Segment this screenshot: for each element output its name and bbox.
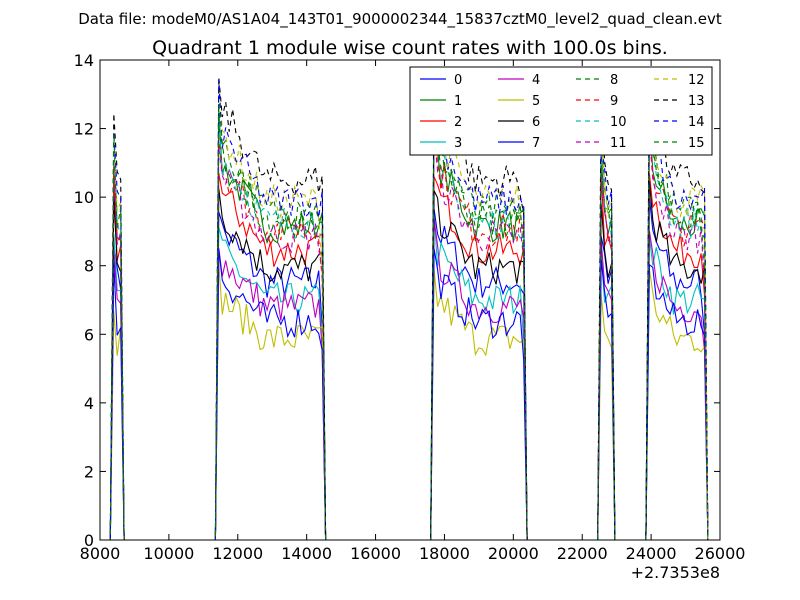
legend-label-5: 5 bbox=[532, 94, 540, 109]
legend-label-9: 9 bbox=[610, 94, 618, 109]
series-line-2 bbox=[106, 172, 714, 541]
legend-label-6: 6 bbox=[532, 115, 540, 130]
series-line-7 bbox=[106, 248, 714, 541]
x-offset-label: +2.7353e8 bbox=[631, 563, 720, 582]
y-tick-label: 6 bbox=[84, 325, 94, 344]
series-line-9 bbox=[106, 128, 714, 541]
plot-frame bbox=[99, 59, 721, 541]
legend-label-11: 11 bbox=[610, 136, 627, 151]
series-line-10 bbox=[106, 107, 714, 541]
series-line-3 bbox=[106, 214, 714, 541]
legend-label-4: 4 bbox=[532, 73, 540, 88]
legend-label-12: 12 bbox=[688, 73, 705, 88]
legend-label-2: 2 bbox=[454, 115, 462, 130]
series-line-8 bbox=[106, 100, 714, 541]
series-line-4 bbox=[106, 219, 714, 541]
x-tick-label: 26000 bbox=[695, 544, 746, 563]
x-tick-label: 22000 bbox=[557, 544, 608, 563]
series-line-12 bbox=[106, 78, 714, 541]
legend-label-7: 7 bbox=[532, 136, 540, 151]
x-tick-label: 14000 bbox=[281, 544, 332, 563]
series-line-0 bbox=[106, 197, 714, 541]
data-file-label: Data file: modeM0/AS1A04_143T01_90000023… bbox=[78, 10, 722, 29]
x-tick-label: 16000 bbox=[350, 544, 401, 563]
legend-label-15: 15 bbox=[688, 136, 705, 151]
y-tick-label: 2 bbox=[84, 462, 94, 481]
y-tick-label: 4 bbox=[84, 394, 94, 413]
legend-label-13: 13 bbox=[688, 94, 705, 109]
x-tick-label: 12000 bbox=[212, 544, 263, 563]
series-line-1 bbox=[106, 110, 714, 541]
series-line-6 bbox=[106, 181, 714, 541]
x-tick-label: 18000 bbox=[419, 544, 470, 563]
chart-title: Quadrant 1 module wise count rates with … bbox=[152, 37, 668, 59]
x-tick-label: 24000 bbox=[626, 544, 677, 563]
legend-label-14: 14 bbox=[688, 115, 705, 130]
legend-label-10: 10 bbox=[610, 115, 627, 130]
legend-label-3: 3 bbox=[454, 136, 462, 151]
legend-label-1: 1 bbox=[454, 94, 462, 109]
y-tick-label: 0 bbox=[84, 531, 94, 550]
y-tick-label: 10 bbox=[74, 188, 94, 207]
y-tick-label: 8 bbox=[84, 257, 94, 276]
x-tick-label: 20000 bbox=[488, 544, 539, 563]
series-line-5 bbox=[106, 263, 714, 541]
series-line-15 bbox=[106, 101, 714, 541]
series-line-11 bbox=[106, 128, 714, 541]
legend-frame bbox=[409, 66, 713, 156]
y-tick-label: 14 bbox=[74, 51, 94, 70]
legend-label-8: 8 bbox=[610, 73, 618, 88]
legend-label-0: 0 bbox=[454, 73, 462, 88]
axis-ticks: 8000 10000 12000 14000 16000 18000 20000 22000 2… bbox=[74, 51, 746, 563]
x-tick-label: 10000 bbox=[143, 544, 194, 563]
x-tick-label: 8000 bbox=[80, 544, 121, 563]
y-tick-label: 12 bbox=[74, 120, 94, 139]
